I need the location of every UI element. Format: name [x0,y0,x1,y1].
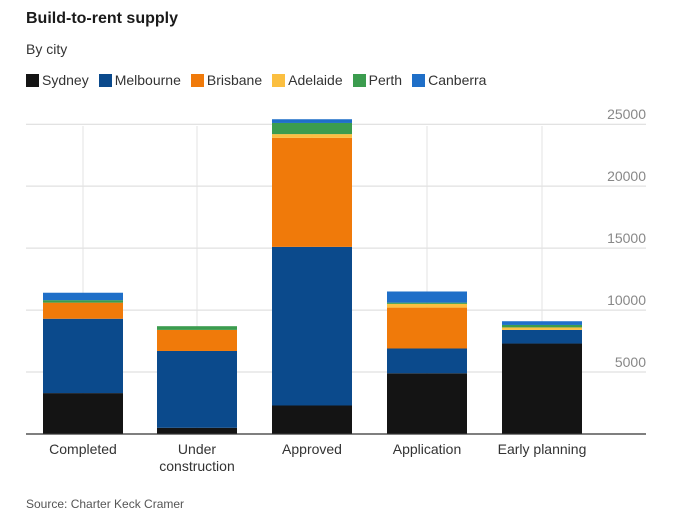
bar-segment-melbourne [272,246,352,406]
bar-segment-sydney [387,373,467,434]
bar-segment-perth [43,300,123,303]
y-tick-label: 25000 [607,106,646,122]
x-tick-label: Under [178,441,216,457]
legend-swatch [352,73,366,87]
legend-item-adelaide: Adelaide [272,72,343,88]
bar-segment-sydney [272,405,352,434]
bar-segment-sydney [43,393,123,434]
bar-segment-sydney [157,427,237,434]
bar-segment-brisbane [272,137,352,247]
y-tick-label: 20000 [607,168,646,184]
bar-segment-sydney [502,343,582,434]
y-tick-label: 5000 [615,354,646,370]
bar-segment-perth [157,326,237,330]
bar-segment-adelaide [272,134,352,138]
legend-item-perth: Perth [352,72,403,88]
bar-segment-adelaide [502,327,582,330]
bar-segment-canberra [43,292,123,301]
y-tick-label: 10000 [607,292,646,308]
legend-item-canberra: Canberra [412,72,486,88]
bar-segment-brisbane [387,307,467,349]
chart-title: Build-to-rent supply [26,10,178,27]
legend-item-brisbane: Brisbane [190,72,263,88]
x-tick-label: Approved [282,441,342,457]
legend-label: Sydney [42,72,89,88]
legend-swatch [98,73,112,87]
bar-segment-perth [272,122,352,135]
chart-source: Source: Charter Keck Cramer [26,497,185,511]
x-tick-label: Early planning [498,441,587,457]
bar-segment-melbourne [387,348,467,374]
legend-swatch [190,73,204,87]
bar-segment-melbourne [157,350,237,428]
bar-segment-brisbane [43,302,123,319]
bar-segment-melbourne [43,318,123,394]
bar-segment-adelaide [387,303,467,308]
legend-label: Melbourne [114,72,181,88]
chart-subtitle: By city [26,41,68,57]
legend-label: Perth [368,72,403,88]
x-tick-label: Completed [49,441,117,457]
bar-segment-perth [502,324,582,328]
chart-legend: Sydney Melbourne Brisbane Adelaide Perth Canb… [26,72,496,88]
legend-swatch [412,73,426,87]
x-tick-label: construction [159,458,234,474]
bar-segment-melbourne [502,329,582,344]
bar-segment-canberra [387,291,467,303]
bar-segment-brisbane [157,329,237,351]
x-tick-label: Application [393,441,462,457]
legend-label: Adelaide [288,72,343,88]
legend-label: Brisbane [206,72,263,88]
legend-item-melbourne: Melbourne [98,72,181,88]
y-tick-label: 15000 [607,230,646,246]
bar-segment-canberra [502,321,582,325]
legend-label: Canberra [428,72,487,88]
bar-segment-perth [387,302,467,304]
legend-item-sydney: Sydney [26,72,89,88]
legend-swatch [272,73,286,87]
legend-swatch [26,73,39,87]
bar-segment-canberra [272,119,352,123]
